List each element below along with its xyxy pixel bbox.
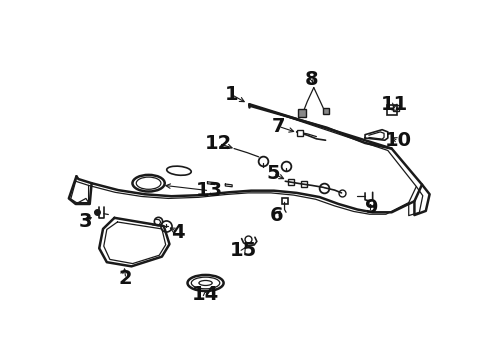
Text: 2: 2 (119, 269, 133, 288)
Text: 3: 3 (78, 212, 92, 231)
Text: 9: 9 (365, 198, 379, 217)
Text: 12: 12 (205, 134, 232, 153)
Text: 7: 7 (272, 117, 285, 136)
Text: 5: 5 (267, 164, 280, 183)
Text: 11: 11 (381, 95, 408, 114)
Text: 8: 8 (305, 70, 318, 89)
Text: 4: 4 (172, 223, 185, 242)
Text: 10: 10 (385, 131, 412, 150)
Text: 1: 1 (224, 85, 238, 104)
Text: 13: 13 (196, 181, 223, 200)
Text: 14: 14 (192, 285, 219, 305)
Text: 15: 15 (230, 241, 257, 260)
Text: 6: 6 (270, 206, 284, 225)
